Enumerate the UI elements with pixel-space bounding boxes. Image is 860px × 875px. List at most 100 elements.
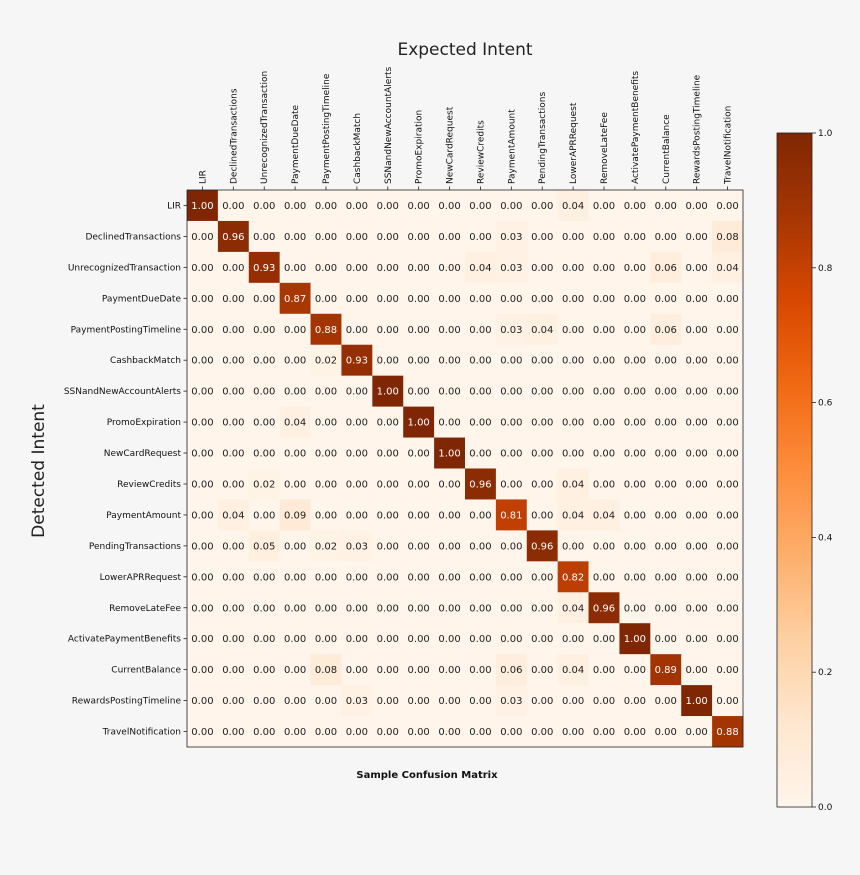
cell-value-label: 0.00 [655, 294, 677, 305]
heatmap-cell [588, 592, 620, 624]
heatmap-cell [434, 654, 466, 686]
cell-value-label: 0.00 [716, 387, 738, 398]
heatmap-cell [650, 530, 682, 562]
y-tick-label: LowerAPRRequest [100, 573, 182, 583]
heatmap-cell [248, 623, 280, 655]
heatmap-cell [495, 251, 528, 284]
heatmap-cell [526, 592, 558, 624]
cell-value-label: 0.00 [438, 696, 460, 707]
x-tick-label: CashbackMatch [353, 113, 363, 184]
heatmap-cell [341, 499, 373, 531]
heatmap-cell [279, 654, 311, 686]
cell-value-label: 0.04 [562, 479, 584, 490]
cell-value-label: 0.00 [531, 510, 553, 521]
cell-value-label: 0.00 [191, 572, 213, 583]
heatmap-cell [434, 561, 466, 593]
cell-value-label: 0.00 [624, 294, 646, 305]
heatmap-cell [712, 251, 744, 284]
cell-value-label: 0.00 [315, 449, 337, 460]
cell-value-label: 0.00 [686, 727, 708, 738]
cell-value-label: 0.00 [438, 294, 460, 305]
cell-value-label: 0.00 [315, 263, 337, 274]
cell-value-label: 0.00 [284, 479, 306, 490]
cell-value-label: 0.00 [716, 325, 738, 336]
cell-value-label: 0.00 [593, 232, 615, 243]
cell-value-label: 0.00 [500, 727, 522, 738]
heatmap-cell [619, 654, 651, 686]
cell-value-label: 0.03 [500, 232, 522, 243]
heatmap-cell [310, 685, 342, 717]
cell-value-label: 0.08 [315, 665, 337, 676]
heatmap-cell [557, 623, 589, 655]
heatmap-cell [650, 406, 682, 438]
cell-value-label: 0.00 [222, 325, 244, 336]
cell-value-label: 0.00 [377, 356, 399, 367]
cell-value-label: 0.96 [222, 232, 244, 243]
heatmap-cell [279, 251, 311, 284]
heatmap-cell [526, 251, 558, 284]
heatmap-cell [712, 190, 744, 222]
cell-value-label: 0.00 [253, 232, 275, 243]
heatmap-cell [465, 375, 497, 407]
heatmap-cell [712, 716, 744, 748]
cell-value-label: 0.00 [438, 479, 460, 490]
cell-value-label: 0.00 [438, 510, 460, 521]
heatmap-cell [279, 313, 311, 346]
heatmap-cell [248, 654, 280, 686]
heatmap-cell [217, 716, 250, 748]
cell-value-label: 0.00 [191, 603, 213, 614]
cell-value-label: 0.00 [253, 387, 275, 398]
heatmap-cell [217, 437, 250, 469]
colorbar-ticks: 0.0 0.2 0.4 0.6 0.8 1.0 [812, 129, 833, 813]
cell-value-label: 0.00 [315, 294, 337, 305]
cell-value-label: 0.00 [562, 356, 584, 367]
heatmap-cell [588, 716, 620, 748]
cell-value-label: 0.00 [438, 727, 460, 738]
heatmap-cell [557, 561, 589, 593]
heatmap-cell [681, 468, 713, 500]
heatmap-cell [341, 313, 373, 346]
cell-value-label: 0.00 [593, 294, 615, 305]
cell-value-label: 0.00 [315, 387, 337, 398]
heatmap-cell [619, 530, 651, 562]
cell-value-label: 0.00 [624, 665, 646, 676]
heatmap-cell [495, 437, 528, 469]
heatmap-cell [557, 716, 589, 748]
cell-value-label: 0.00 [686, 449, 708, 460]
cell-value-label: 0.00 [284, 201, 306, 212]
y-axis-title: Detected Intent [29, 404, 49, 538]
heatmap-cell [403, 592, 435, 624]
heatmap-cell [465, 685, 497, 717]
heatmap-cell [465, 406, 497, 438]
heatmap-cell [526, 499, 558, 531]
cell-value-label: 0.96 [593, 603, 615, 614]
cell-value-label: 0.00 [408, 510, 430, 521]
heatmap-cell [310, 437, 342, 469]
heatmap-cell [619, 344, 651, 376]
heatmap-cell [187, 592, 219, 624]
cell-value-label: 0.00 [562, 696, 584, 707]
cell-value-label: 0.00 [469, 201, 491, 212]
cell-value-label: 0.00 [562, 541, 584, 552]
heatmap-cell [588, 220, 620, 253]
y-tick-label: UnrecognizedTransaction [68, 263, 181, 273]
cell-value-label: 0.00 [222, 634, 244, 645]
heatmap-cell [248, 685, 280, 717]
heatmap-cell [310, 654, 342, 686]
heatmap-cell [217, 282, 250, 315]
heatmap-cell [588, 437, 620, 469]
heatmap-cell [619, 251, 651, 284]
cell-value-label: 0.00 [284, 263, 306, 274]
heatmap-cell [248, 592, 280, 624]
cell-value-label: 0.00 [686, 201, 708, 212]
x-tick-label: LIR [198, 170, 208, 184]
heatmap-cell [372, 190, 404, 222]
heatmap-cell [434, 437, 466, 469]
heatmap-cell [681, 344, 713, 376]
heatmap-cell [588, 282, 620, 315]
cell-value-label: 0.04 [469, 263, 491, 274]
cell-value-label: 0.00 [191, 665, 213, 676]
cell-value-label: 0.00 [624, 449, 646, 460]
cell-value-label: 0.00 [346, 665, 368, 676]
